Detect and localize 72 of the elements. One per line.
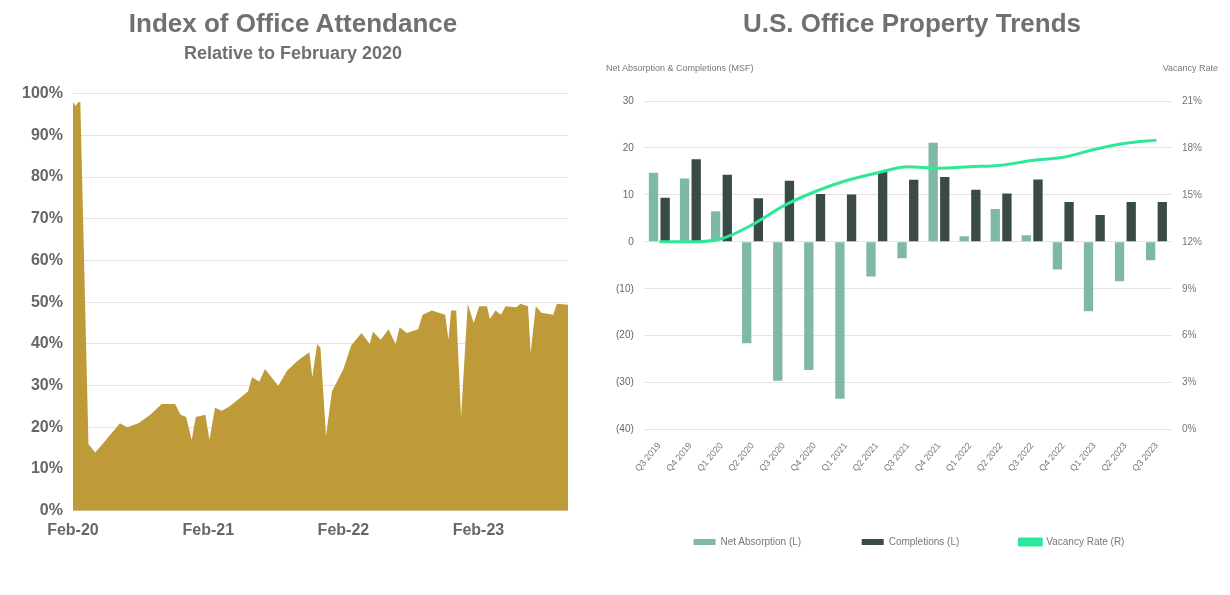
y-tick-label: (10) <box>615 282 634 294</box>
y-tick-label: 10 <box>622 188 635 200</box>
y-tick-label: 70% <box>30 209 63 227</box>
bar <box>722 174 732 242</box>
y2-tick-label: 18% <box>1181 141 1203 153</box>
chart-title: Index of Office Attendance <box>128 8 458 39</box>
legend-label: Net Absorption (L) <box>720 535 802 547</box>
y-tick-label: (30) <box>615 376 634 388</box>
bar <box>866 242 876 277</box>
bar <box>897 242 907 259</box>
bar <box>691 159 701 242</box>
bar <box>877 171 888 242</box>
bar <box>1083 242 1094 312</box>
bar <box>990 208 1000 242</box>
x-tick-label: Feb-20 <box>47 520 99 538</box>
x-tick-label: Feb-23 <box>452 520 505 538</box>
bar <box>1052 242 1063 270</box>
y2-tick-label: 12% <box>1181 235 1203 247</box>
bar <box>835 242 845 399</box>
bar <box>971 189 981 242</box>
y-tick-label: 0 <box>628 235 635 247</box>
y-tick-label: 0% <box>39 501 63 519</box>
bar <box>940 177 950 242</box>
y2-tick-label: 6% <box>1181 329 1197 341</box>
y-tick-label: 100% <box>22 84 63 102</box>
y-tick-label: (20) <box>615 329 634 341</box>
y-tick-label: 60% <box>30 250 63 268</box>
x-tick-label: Feb-21 <box>182 520 235 538</box>
y-tick-label: 90% <box>30 125 63 143</box>
bar <box>846 194 857 242</box>
y2-tick-label: 9% <box>1181 282 1197 294</box>
y-tick-label: (40) <box>615 423 634 435</box>
bar <box>660 197 670 242</box>
x-tick-label: Feb-22 <box>317 520 370 538</box>
bar <box>679 178 690 242</box>
line-series <box>657 138 1158 244</box>
bar <box>1033 179 1043 242</box>
y-tick-label: 30 <box>622 94 635 106</box>
bar <box>1145 242 1156 261</box>
bar <box>1002 193 1012 242</box>
bar <box>928 142 938 242</box>
bar <box>773 242 783 381</box>
bar <box>742 242 752 344</box>
y-tick-label: 80% <box>30 167 63 185</box>
bar <box>815 193 826 242</box>
bar <box>648 172 659 242</box>
y2-tick-label: 15% <box>1181 188 1203 200</box>
chart-subtitle: Relative to February 2020 <box>183 43 403 64</box>
y2-tick-label: 21% <box>1181 94 1203 106</box>
y-tick-label: 50% <box>30 292 63 310</box>
y-tick-label: 40% <box>30 334 63 352</box>
y-tick-label: 10% <box>30 459 63 477</box>
bar <box>1126 201 1136 242</box>
legend-label: Completions (L) <box>888 535 960 547</box>
bar <box>909 179 919 242</box>
bar <box>1064 201 1074 242</box>
y2-tick-label: 3% <box>1181 376 1197 388</box>
y-tick-label: 20% <box>30 417 63 435</box>
bar <box>1095 215 1105 242</box>
chart-title: U.S. Office Property Trends <box>742 8 1082 39</box>
bar <box>804 242 814 370</box>
y2-tick-label: 0% <box>1181 423 1197 435</box>
y2-axis-title: Vacancy Rate <box>1162 62 1218 73</box>
legend-label: Vacancy Rate (R) <box>1046 535 1125 547</box>
bar <box>784 180 795 242</box>
y-tick-label: 20 <box>622 141 635 153</box>
bar <box>1157 201 1167 242</box>
y-axis-title: Net Absorption & Completions (MSF) <box>606 62 754 73</box>
bar <box>1114 242 1125 282</box>
bar <box>1021 235 1031 242</box>
y-tick-label: 30% <box>30 376 63 394</box>
bar <box>959 236 969 242</box>
